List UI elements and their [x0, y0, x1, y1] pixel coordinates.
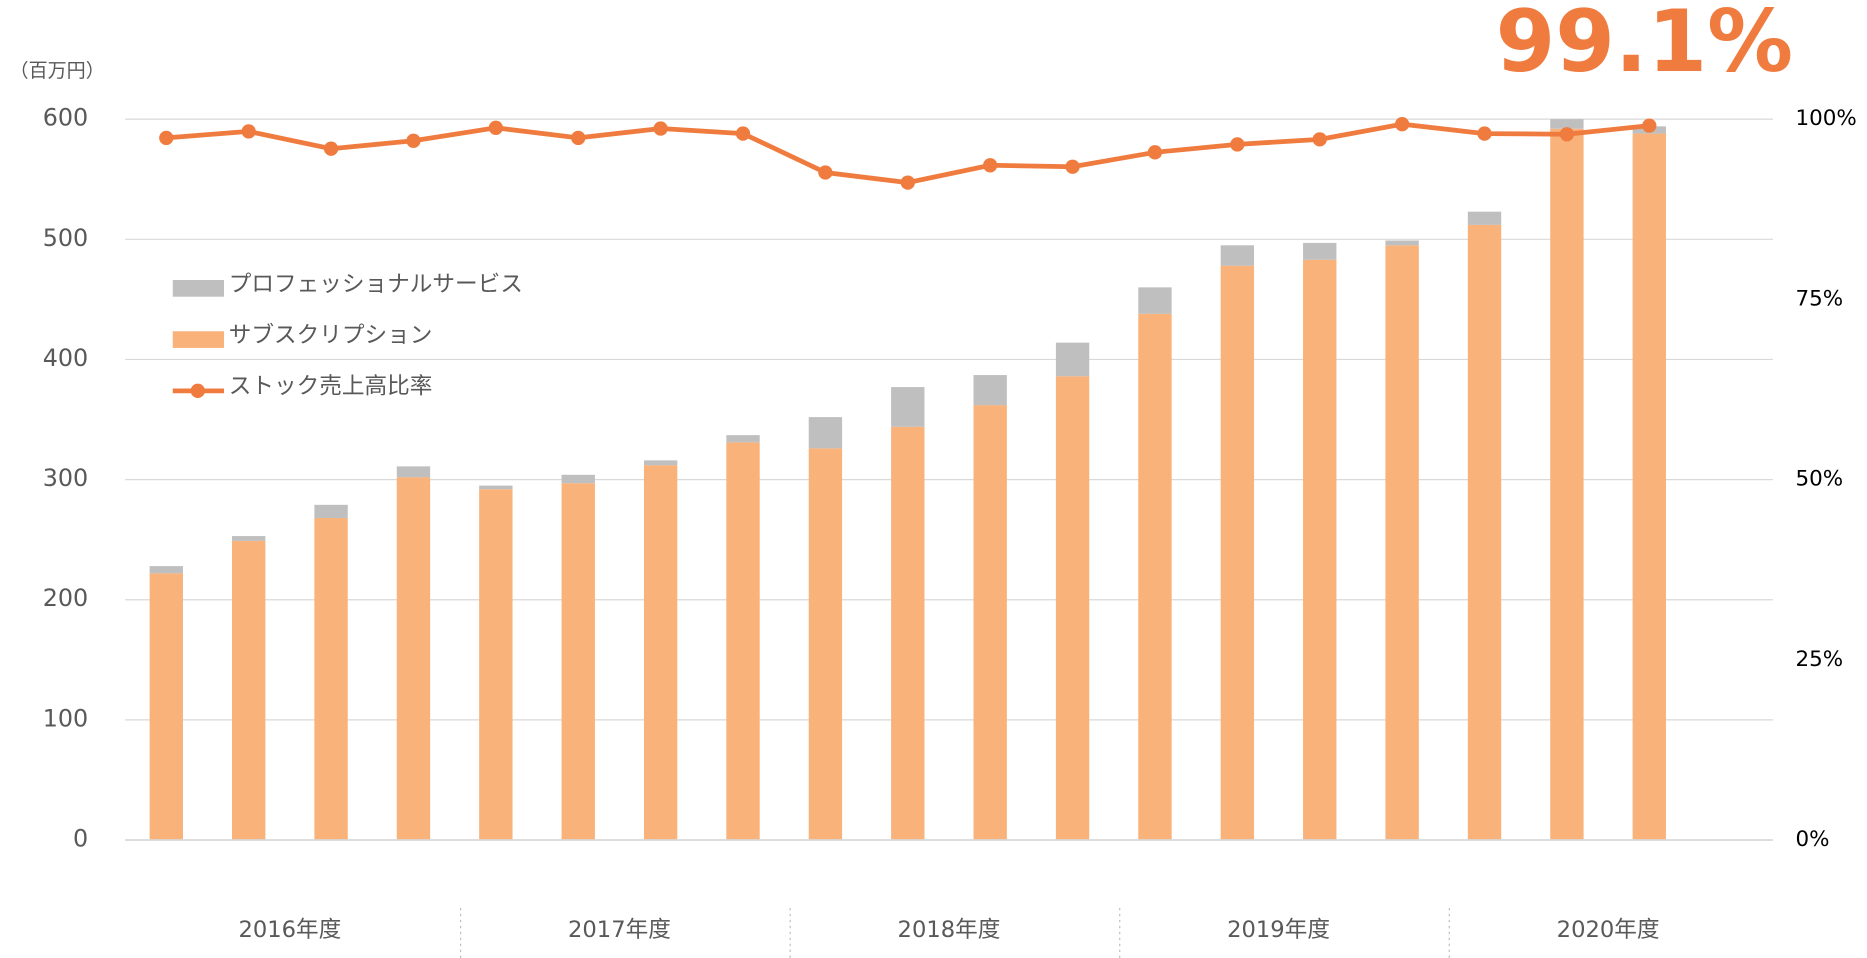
legend-label: ストック売上高比率 — [229, 374, 433, 400]
bar-segment — [149, 573, 183, 841]
line-point — [241, 124, 256, 139]
annotation: 99.1% — [1496, 0, 1794, 92]
bar-segment — [1467, 211, 1502, 225]
bar-segment — [643, 465, 678, 841]
bar-segment — [1550, 128, 1584, 841]
x-group-label: 2020年度 — [1557, 917, 1660, 943]
bar-segment — [561, 474, 595, 484]
x-group-label: 2018年度 — [898, 917, 1001, 943]
bar-segment — [232, 540, 266, 841]
bar-segment — [1138, 313, 1172, 841]
legend-label: プロフェッショナルサービス — [229, 271, 523, 297]
line-point — [1312, 132, 1327, 147]
bar-segment — [808, 417, 843, 449]
bar-segment — [1303, 242, 1337, 260]
line-point — [571, 130, 586, 146]
bar-segment — [643, 460, 678, 466]
y-tick-label: 500 — [43, 224, 88, 252]
x-group-label: 2019年度 — [1227, 917, 1330, 943]
y-tick-label: 600 — [43, 104, 88, 132]
y2-tick-label: 75% — [1796, 286, 1844, 311]
line-point — [900, 175, 915, 190]
bar-segment — [891, 387, 925, 427]
bar-segment — [973, 405, 1007, 841]
bar-segment — [973, 375, 1007, 406]
legend-label: サブスクリプション — [229, 323, 433, 349]
line-point — [1065, 159, 1080, 174]
bar-segment — [808, 448, 843, 841]
line-point — [1559, 127, 1575, 142]
y2-tick-label: 0% — [1796, 827, 1830, 852]
bar-segment — [314, 518, 348, 841]
bar-segment — [1385, 240, 1419, 246]
bar-segment — [314, 504, 348, 519]
line-point — [653, 121, 668, 136]
line-point — [1147, 145, 1163, 160]
bar-segment — [1385, 245, 1419, 841]
bar-segment — [561, 483, 595, 841]
y2-tick-label: 50% — [1796, 467, 1844, 492]
legend-swatch — [172, 280, 224, 297]
x-group-label: 2016年度 — [238, 917, 341, 943]
bar-segment — [396, 466, 431, 478]
bar-segment — [1220, 245, 1255, 266]
unit-label: （百万円） — [10, 60, 105, 82]
bar-segment — [1467, 224, 1502, 841]
bar-segment — [232, 536, 266, 541]
y2-tick-label: 25% — [1796, 647, 1844, 672]
bar-segment — [1138, 287, 1172, 314]
bar-segment — [1220, 265, 1255, 841]
bar-segment — [1632, 133, 1666, 841]
x-group-label: 2017年度 — [568, 917, 671, 943]
legend-marker — [190, 383, 205, 398]
line — [166, 121, 1650, 186]
y-tick-label: 200 — [43, 584, 88, 612]
line-point — [983, 158, 998, 173]
bar-segment — [1055, 376, 1090, 841]
bar-segment — [149, 566, 183, 574]
line-point — [1642, 118, 1657, 133]
line-point — [159, 130, 174, 146]
y-tick-label: 0 — [73, 825, 88, 853]
bar-segment — [891, 426, 925, 841]
line-point — [1230, 137, 1245, 152]
bar-segment — [479, 485, 513, 490]
line-point — [1394, 117, 1410, 132]
y2-tick-label: 100% — [1796, 106, 1857, 131]
line-point — [323, 141, 339, 156]
legend-swatch — [172, 331, 224, 348]
y-tick-label: 400 — [43, 344, 88, 372]
line-point — [818, 165, 833, 180]
bar-segment — [1055, 342, 1090, 377]
bar-segment — [1303, 259, 1337, 841]
bar-segment — [1550, 119, 1584, 129]
bar-segment — [726, 435, 760, 443]
bar-segment — [396, 477, 431, 841]
line-point — [406, 133, 421, 148]
bar-segment — [726, 442, 760, 841]
line-point — [488, 120, 503, 135]
line-point — [1477, 126, 1492, 141]
line-point — [735, 126, 751, 141]
y-tick-label: 100 — [43, 704, 88, 732]
y-tick-label: 300 — [43, 464, 88, 492]
bar-segment — [479, 489, 513, 841]
